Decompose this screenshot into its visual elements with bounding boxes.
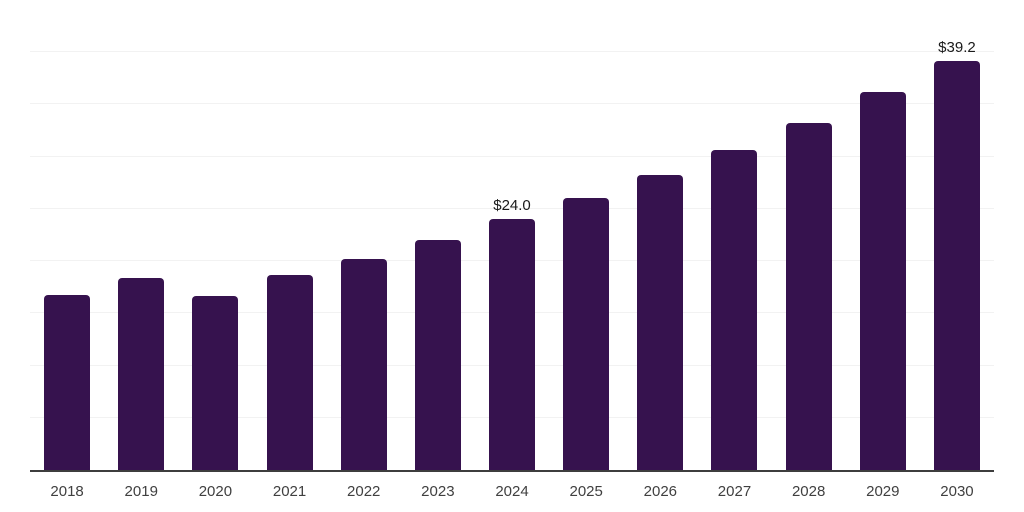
gridline-40	[30, 51, 994, 53]
bar-column-2028	[772, 0, 846, 470]
bar-2023	[414, 240, 461, 470]
bar-column-2024: $24.0	[475, 0, 549, 470]
gridline-25	[30, 207, 994, 209]
bar-2030	[933, 60, 980, 470]
bar-2020	[192, 295, 239, 470]
bar-column-2022	[327, 0, 401, 470]
plot-area: $24.0 $39.2	[30, 0, 994, 472]
bar-column-2027	[697, 0, 771, 470]
bar-column-2020	[178, 0, 252, 470]
x-tick-2024: 2024	[495, 483, 529, 500]
data-label-2024: $24.0	[493, 197, 531, 215]
bar-2027	[711, 150, 758, 470]
x-tick-2027: 2027	[717, 483, 752, 500]
x-tick-2026: 2026	[643, 483, 678, 500]
x-tick-2021: 2021	[272, 483, 307, 500]
bar-2026	[637, 175, 684, 470]
bar-column-2025	[549, 0, 623, 470]
bar-column-2030: $39.2	[920, 0, 994, 470]
x-tick-2022: 2022	[347, 483, 381, 500]
bar-column-2023	[401, 0, 475, 470]
x-tick-2023: 2023	[421, 483, 455, 500]
bar-column-2026	[623, 0, 697, 470]
gridline-35	[30, 103, 994, 105]
x-tick-2029: 2029	[866, 483, 900, 500]
bar-2022	[340, 259, 387, 470]
bars-container: $24.0 $39.2	[30, 0, 994, 470]
x-tick-2020: 2020	[198, 483, 233, 500]
bar-column-2018	[30, 0, 104, 470]
x-axis: 2018 2019 2020 2021 2022 2023 2024 2025 2026 2027…	[30, 472, 994, 512]
x-tick-2019: 2019	[124, 483, 158, 500]
x-tick-2025: 2025	[569, 483, 603, 500]
bar-column-2019	[104, 0, 178, 470]
bar-2025	[563, 198, 610, 470]
gridline-30	[30, 155, 994, 157]
bar-2021	[266, 274, 313, 470]
bar-2028	[785, 123, 832, 470]
x-tick-2028: 2028	[791, 483, 826, 500]
bar-column-2029	[846, 0, 920, 470]
bar-2019	[118, 277, 165, 470]
bar-column-2021	[252, 0, 326, 470]
x-tick-2030: 2030	[940, 483, 974, 500]
bar-2024	[489, 219, 536, 470]
bar-2029	[859, 91, 906, 470]
data-label-2030: $39.2	[938, 38, 976, 56]
x-tick-2018: 2018	[50, 483, 84, 500]
bar-2018	[44, 294, 91, 470]
